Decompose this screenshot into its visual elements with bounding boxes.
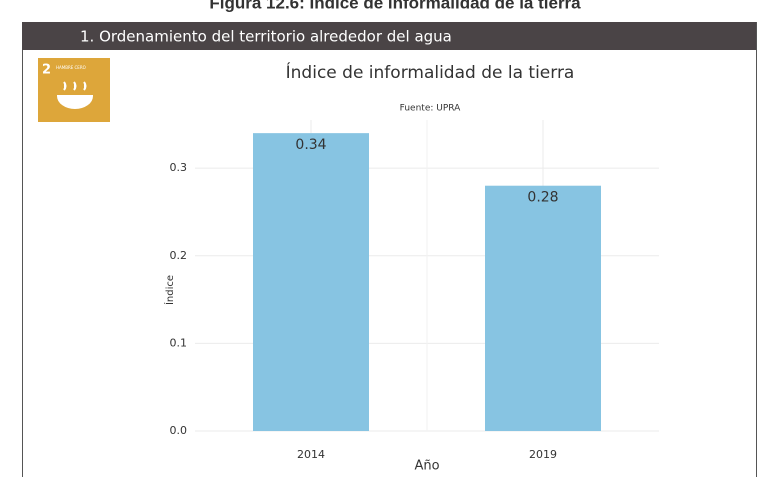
y-tick-label: 0.3 bbox=[170, 161, 188, 174]
chart-subtitle: Fuente: UPRA bbox=[400, 104, 461, 114]
bar bbox=[253, 133, 369, 431]
x-axis-label: Año bbox=[414, 459, 439, 474]
bowl-icon bbox=[56, 81, 94, 109]
header-bar bbox=[22, 22, 757, 50]
x-tick-label: 2019 bbox=[529, 448, 557, 461]
header-text: 1. Ordenamiento del territorio alrededor… bbox=[80, 28, 452, 46]
y-tick-label: 0.0 bbox=[170, 424, 188, 437]
data-label: 0.34 bbox=[295, 137, 326, 153]
chart-title: Índice de informalidad de la tierra bbox=[286, 61, 575, 83]
sdg-label: HAMBRE CERO bbox=[56, 65, 86, 70]
figure-caption: Figura 12.6: Índice de informalidad de l… bbox=[209, 0, 581, 12]
bar bbox=[485, 185, 601, 431]
data-label: 0.28 bbox=[527, 190, 558, 206]
y-axis-label: Índice bbox=[163, 275, 176, 305]
y-tick-label: 0.1 bbox=[170, 336, 188, 349]
y-tick-label: 0.2 bbox=[170, 249, 188, 262]
x-tick-label: 2014 bbox=[297, 448, 325, 461]
sdg-number: 2 bbox=[42, 63, 51, 78]
